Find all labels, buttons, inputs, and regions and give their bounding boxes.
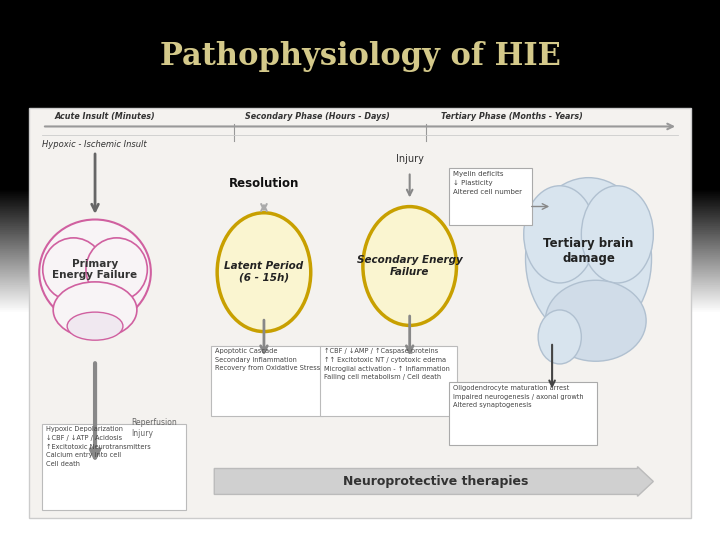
Text: Injury: Injury: [396, 154, 423, 164]
FancyBboxPatch shape: [320, 346, 457, 416]
FancyBboxPatch shape: [211, 346, 323, 416]
Text: Tertiary Phase (Months - Years): Tertiary Phase (Months - Years): [441, 112, 583, 121]
Text: Acute Insult (Minutes): Acute Insult (Minutes): [55, 112, 156, 121]
FancyArrow shape: [215, 467, 653, 496]
Text: Hypoxic - Ischemic Insult: Hypoxic - Ischemic Insult: [42, 140, 147, 150]
Text: Reperfusion
Injury: Reperfusion Injury: [132, 418, 177, 438]
Ellipse shape: [42, 238, 104, 301]
Text: Myelin deficits
↓ Plasticity
Altered cell number: Myelin deficits ↓ Plasticity Altered cel…: [453, 171, 522, 195]
Ellipse shape: [53, 282, 137, 338]
Ellipse shape: [217, 213, 311, 332]
FancyBboxPatch shape: [42, 424, 186, 510]
Text: Hypoxic Depolarization
↓CBF / ↓ATP / Acidosis
↑Excitotoxic Neurotransmitters
Cal: Hypoxic Depolarization ↓CBF / ↓ATP / Aci…: [45, 427, 150, 467]
Ellipse shape: [526, 178, 652, 340]
Ellipse shape: [581, 186, 653, 283]
Text: Tertiary brain
damage: Tertiary brain damage: [544, 237, 634, 265]
Ellipse shape: [538, 310, 581, 364]
Ellipse shape: [86, 238, 148, 301]
Ellipse shape: [523, 186, 595, 283]
Text: Primary
Energy Failure: Primary Energy Failure: [53, 259, 138, 280]
Text: Apoptotic Cascade
Secondary Inflammation
Recovery from Oxidative Stress: Apoptotic Cascade Secondary Inflammation…: [215, 348, 320, 372]
Ellipse shape: [363, 207, 456, 326]
FancyBboxPatch shape: [449, 168, 532, 225]
FancyBboxPatch shape: [449, 382, 597, 444]
Text: Pathophysiology of HIE: Pathophysiology of HIE: [160, 41, 560, 72]
Text: Latent Period
(6 - 15h): Latent Period (6 - 15h): [225, 261, 304, 283]
FancyBboxPatch shape: [29, 108, 691, 518]
Text: Secondary Energy
Failure: Secondary Energy Failure: [357, 255, 462, 277]
Ellipse shape: [40, 219, 151, 325]
Text: Resolution: Resolution: [229, 178, 299, 191]
Ellipse shape: [67, 312, 123, 340]
Text: ↑CBF / ↓AMP / ↑Caspase proteins
↑↑ Excitotoxic NT / cytotoxic edema
Microglial a: ↑CBF / ↓AMP / ↑Caspase proteins ↑↑ Excit…: [324, 348, 450, 380]
Ellipse shape: [545, 280, 646, 361]
Text: Oligodendrocyte maturation arrest
Impaired neurogenesis / axonal growth
Altered : Oligodendrocyte maturation arrest Impair…: [453, 385, 584, 408]
Text: Secondary Phase (Hours - Days): Secondary Phase (Hours - Days): [245, 112, 390, 121]
Text: Neuroprotective therapies: Neuroprotective therapies: [343, 475, 528, 488]
